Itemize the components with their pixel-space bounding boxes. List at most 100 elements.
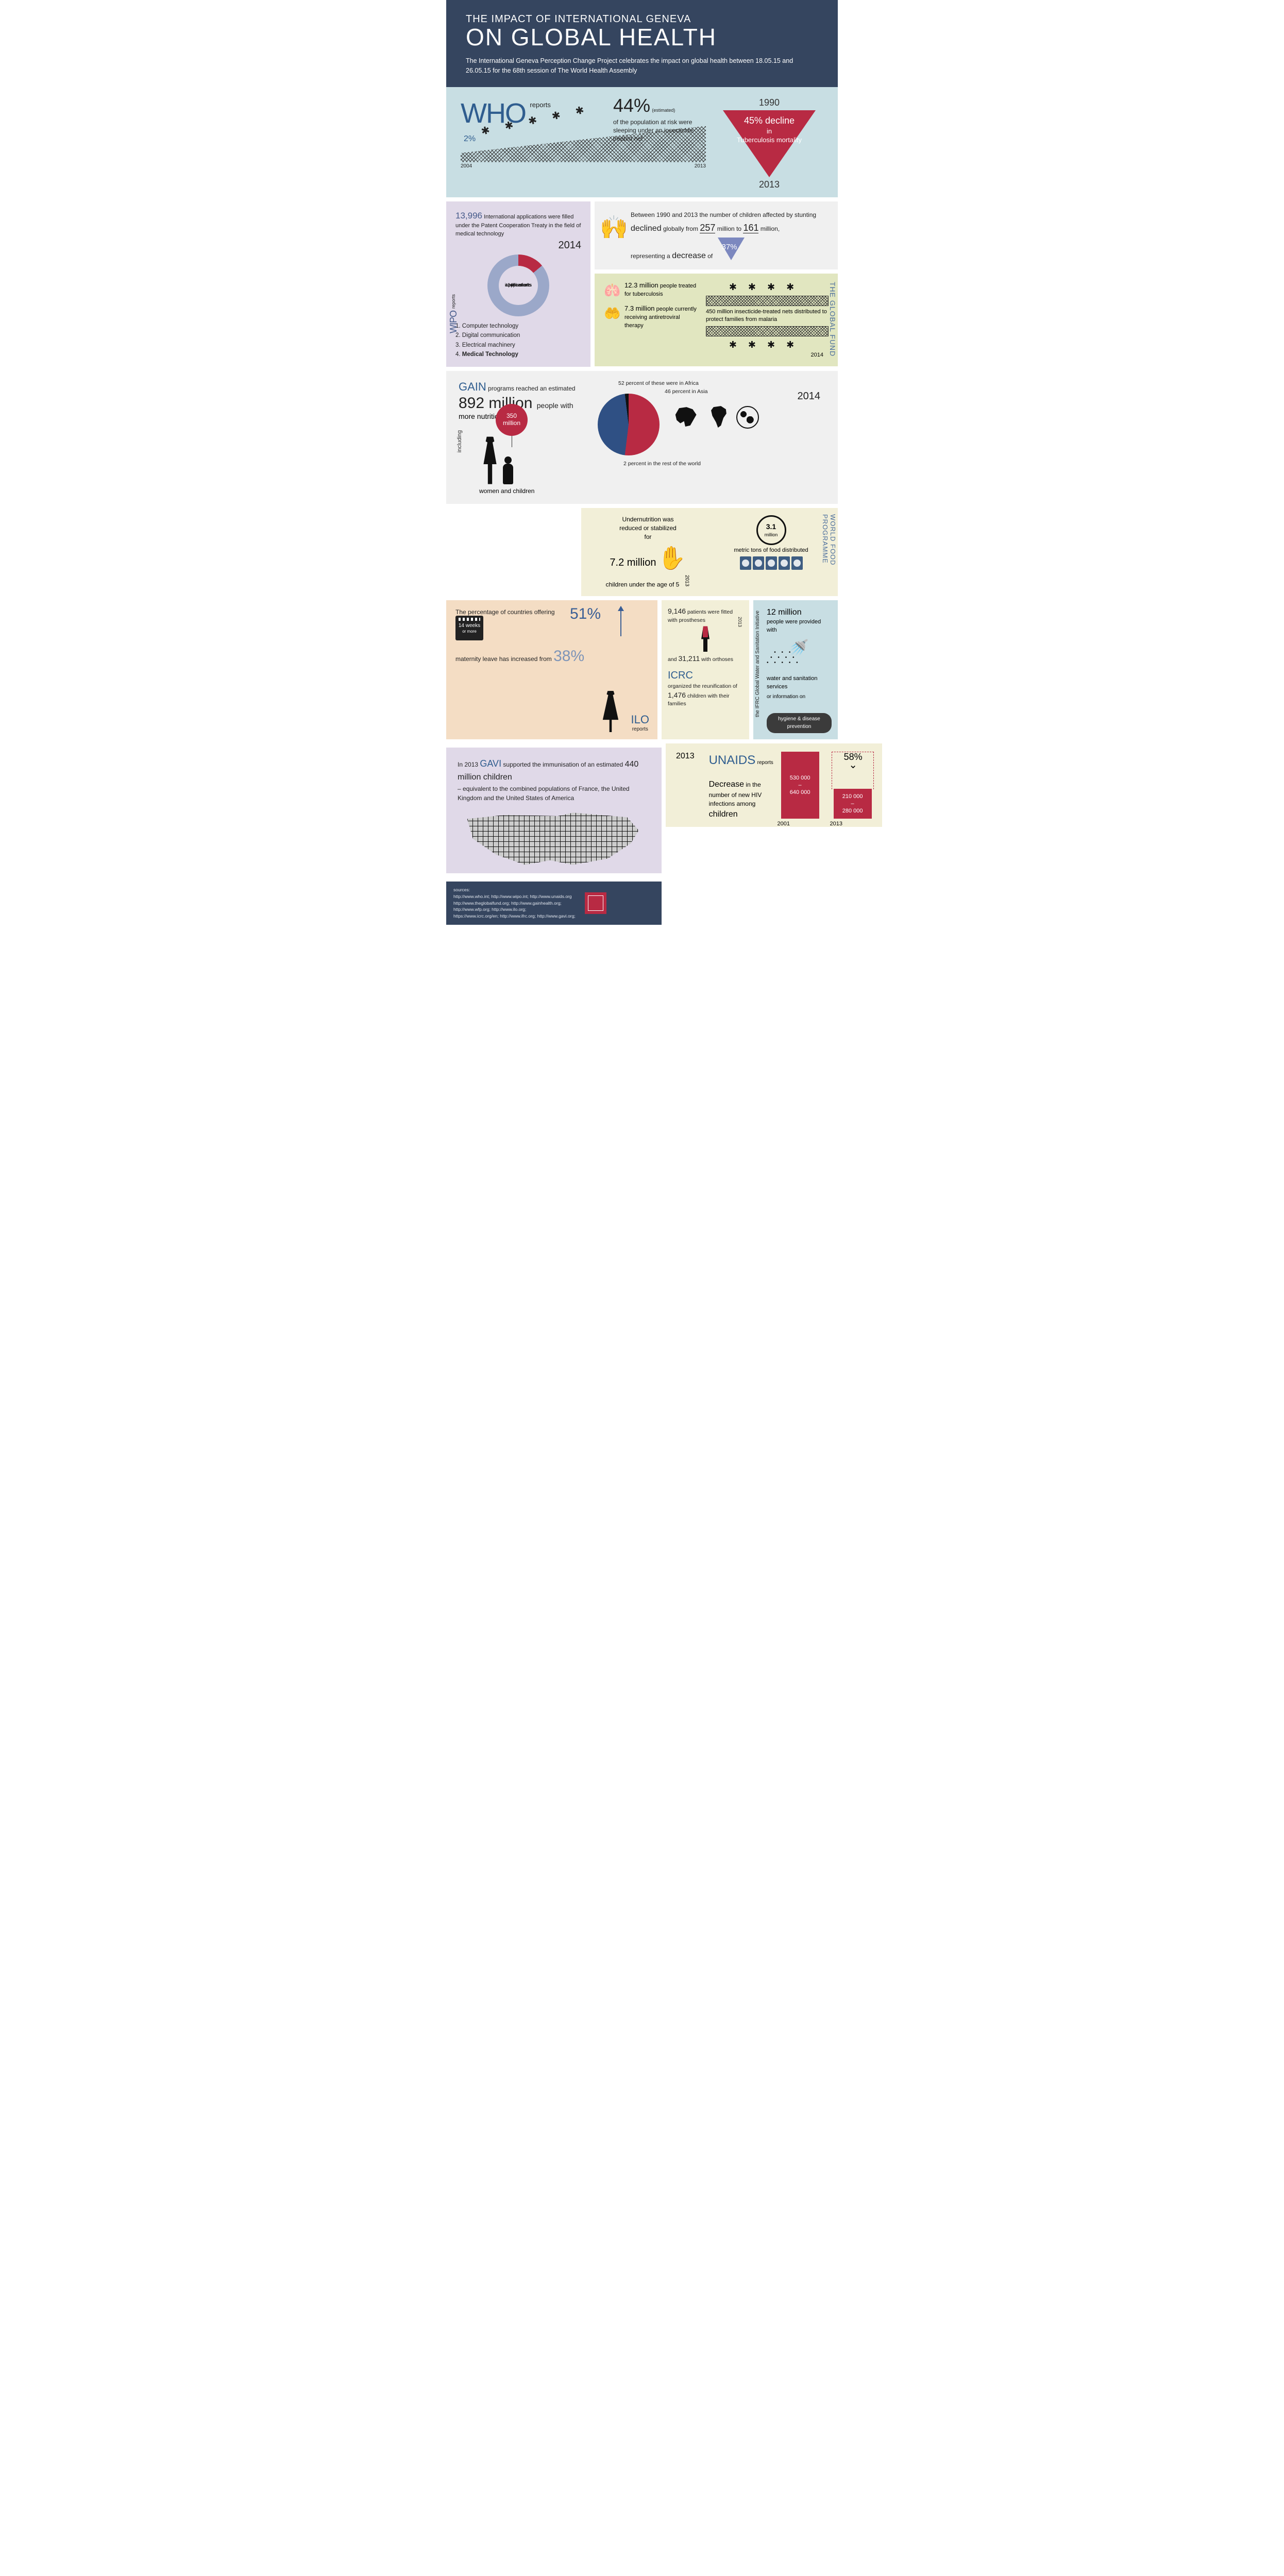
- stunting-triangle-icon: 37%: [718, 238, 745, 260]
- who-pct-end: 44%: [613, 95, 650, 116]
- stunting-from: 257: [700, 223, 715, 233]
- arrow-up-icon: [620, 606, 621, 636]
- ilo-weeks-sub: or more: [462, 629, 477, 634]
- gf-tb-num: 12.3 million: [624, 281, 658, 289]
- ilo-brand: ILO reports: [631, 713, 649, 732]
- stunting-declined: declined: [631, 224, 662, 233]
- wfp-food-num: 3.1: [766, 522, 776, 531]
- unaids-h-c: children: [709, 810, 738, 819]
- unaids-bar-chart: 530 000 – 640 000 210 000 – 280 000: [781, 752, 872, 821]
- sources-panel: sources: http://www.who.int; http://www.…: [446, 882, 662, 925]
- usa-map-icon: [458, 810, 650, 867]
- icrc-pros-num: 9,146: [668, 607, 686, 615]
- wfp-c: children under the age of 5: [606, 581, 680, 588]
- wipo-brand: WIPO: [448, 311, 459, 333]
- net-icon-2: [706, 326, 829, 336]
- ilo-brand-text: ILO: [631, 713, 649, 726]
- who-panel: WHO reports 44% (estimated) of the popul…: [446, 87, 838, 197]
- wfp-num: 7.2 million: [610, 557, 656, 568]
- food-bags-icon: [715, 556, 827, 570]
- wipo-count: 13,996: [455, 211, 482, 221]
- wipo-donut-center: it represents 14% of all applications: [487, 255, 549, 316]
- header-title: ON GLOBAL HEALTH: [466, 23, 818, 51]
- tb-year-bottom: 2013: [715, 179, 823, 190]
- tb-year-top: 1990: [715, 97, 823, 108]
- donut-c: applications: [487, 255, 549, 316]
- src-1: http://www.theglobalfund.org; http://www…: [453, 900, 576, 907]
- hand-icon: ✋: [658, 546, 686, 571]
- gain-including: including: [457, 430, 463, 452]
- balloon-unit: million: [503, 419, 520, 427]
- stunting-pct: 37%: [722, 241, 737, 254]
- ifrc-line1: people were provided with: [767, 619, 821, 633]
- wipo-item-3: Electrical machinery: [462, 342, 515, 348]
- who-year-start: 2004: [461, 163, 472, 169]
- header: THE IMPACT OF INTERNATIONAL GENEVA ON GL…: [446, 0, 838, 87]
- stunting-to: 161: [743, 223, 758, 233]
- tb-pct: 45% decline: [744, 115, 795, 126]
- pie-africa-label: 52 percent of these were in Africa: [618, 380, 699, 386]
- ilo-panel: The percentage of countries offering 51%…: [446, 600, 657, 739]
- sources-title: sources:: [453, 887, 576, 893]
- ifrc-label: the IFRC Global Water and Sanitation Ini…: [754, 611, 762, 717]
- pie-asia-label: 46 percent in Asia: [665, 388, 707, 395]
- wipo-text: 13,996 International applications were f…: [455, 210, 581, 239]
- balloon-icon: 350million: [496, 404, 528, 436]
- prosthesis-icon: [700, 626, 711, 652]
- wfp-for: for: [644, 533, 651, 540]
- ilo-line: maternity leave has increased from: [455, 655, 552, 663]
- ilo-weeks: 14 weeks: [459, 623, 480, 629]
- rest-txt: in the rest of the world: [648, 461, 701, 467]
- gain-panel: GAIN programs reached an estimated 892 m…: [446, 371, 838, 504]
- wfp-panel: WORLD FOOD PROGRAMME Undernutrition was …: [581, 508, 838, 597]
- tb-triangle-icon: 45% decline in Tuberculosis mortality: [723, 110, 816, 177]
- gf-nets-num: 450 million: [706, 309, 733, 315]
- unaids-year: 2013: [676, 752, 695, 821]
- gf-arv: 🤲 7.3 million people currently receiving…: [604, 304, 697, 330]
- ilo-intro: The percentage of countries offering: [455, 608, 555, 616]
- gf-year: 2014: [706, 351, 829, 359]
- care-icon: 🤲: [604, 304, 620, 324]
- stunting-panel: 🙌 Between 1990 and 2013 the number of ch…: [595, 201, 838, 269]
- unaids-panel: 2013 UNAIDS reports Decrease in the numb…: [666, 743, 882, 827]
- tb-text: 45% decline in Tuberculosis mortality: [732, 114, 806, 145]
- ilo-reports: reports: [632, 726, 648, 732]
- ilo-from: 38%: [553, 648, 584, 665]
- asia-icon: [673, 406, 698, 428]
- gavi-panel: In 2013 GAVI supported the immunisation …: [446, 748, 662, 873]
- wfp-year: 2013: [683, 575, 690, 586]
- bar2-label: 2013: [817, 821, 855, 827]
- stunting-rep: representing a: [631, 252, 670, 260]
- wfp-food-unit: million: [765, 532, 778, 537]
- src-0: http://www.who.int; http://www.wipo.int;…: [453, 893, 576, 900]
- lungs-icon: 🫁: [604, 281, 620, 300]
- mosquito-row-icon: ✱✱✱✱: [706, 281, 829, 294]
- global-fund-label: THE GLOBAL FUND: [829, 282, 837, 357]
- bar-2013: 210 000 – 280 000: [834, 789, 872, 819]
- stunting-intro: Between 1990 and 2013 the number of chil…: [631, 211, 816, 218]
- stunting-of: of: [707, 252, 713, 260]
- icrc-year: 2013: [736, 617, 743, 627]
- rest-pct: 2 percent: [623, 461, 646, 467]
- icrc-panel: 9,146 patients were fitted with prosthes…: [662, 600, 749, 739]
- asia-pct: 46 percent: [665, 388, 690, 395]
- hygiene-pill: hygiene & disease prevention: [767, 713, 832, 733]
- wipo-item-1: Computer technology: [462, 323, 518, 329]
- calendar-icon: 14 weeks or more: [455, 616, 483, 640]
- unaids-brand: UNAIDS: [709, 753, 756, 767]
- balloon-num: 350: [506, 412, 517, 419]
- stunting-unit2: million: [761, 225, 778, 232]
- wipo-label: WIPO reports: [448, 294, 459, 333]
- mother-baby-icon: [601, 691, 620, 732]
- icrc-and: and: [668, 656, 677, 663]
- ifrc-num: 12 million: [767, 608, 802, 617]
- scale-icon: 3.1million: [756, 515, 786, 545]
- stunting-unit1: million: [717, 225, 735, 232]
- gavi-brand: GAVI: [480, 758, 501, 769]
- who-estimated: (estimated): [652, 108, 675, 113]
- wfp-b: reduced or stabilized: [619, 524, 677, 532]
- wipo-donut-chart: it represents 14% of all applications: [487, 255, 549, 316]
- bar-axis: 2001 2013: [748, 821, 872, 827]
- gain-line2: people with: [537, 401, 573, 410]
- icrc-reun-num: 1,476: [668, 691, 686, 699]
